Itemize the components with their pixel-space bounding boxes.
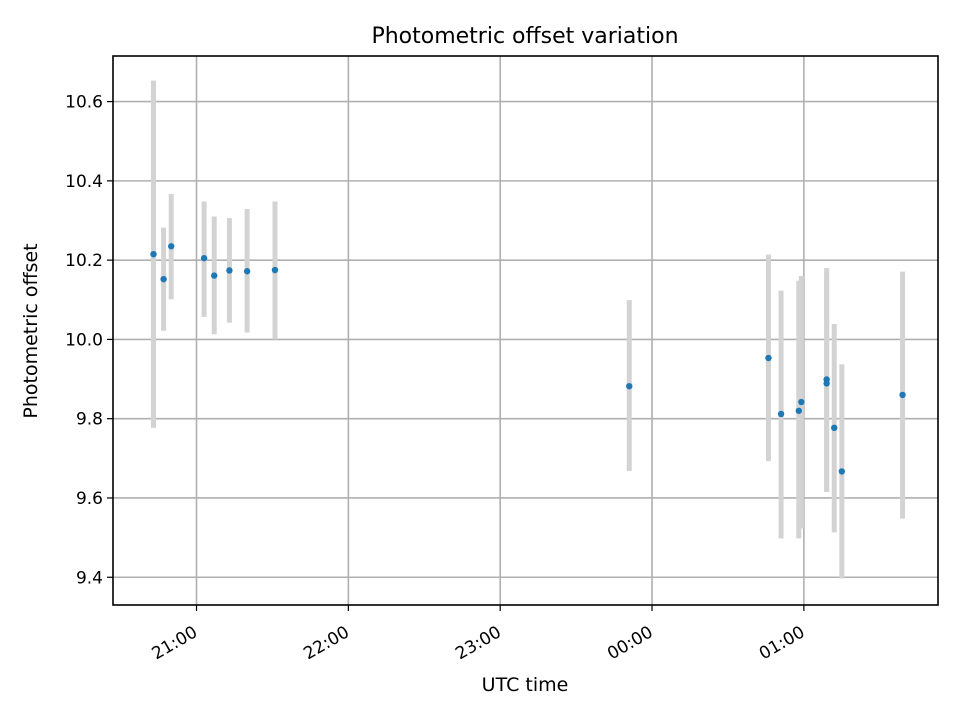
data-point <box>168 243 175 250</box>
data-point <box>226 267 233 274</box>
y-tick-label: 10.0 <box>65 330 103 350</box>
y-tick-label: 9.4 <box>76 568 103 588</box>
x-axis-label: UTC time <box>482 674 569 696</box>
data-points <box>150 243 906 475</box>
y-tick-label: 10.4 <box>65 172 103 192</box>
grid <box>113 56 938 605</box>
data-point <box>243 268 251 275</box>
data-point <box>831 424 838 432</box>
data-point <box>200 254 208 262</box>
data-point <box>765 354 772 362</box>
y-tick-label: 10.2 <box>65 251 103 271</box>
data-point <box>160 275 167 283</box>
data-point <box>271 266 279 274</box>
data-point <box>798 398 805 406</box>
chart-title: Photometric offset variation <box>371 24 678 49</box>
y-tick-label: 9.8 <box>76 410 103 430</box>
plot-frame <box>112 55 939 606</box>
data-point <box>150 250 157 258</box>
data-point <box>899 391 906 399</box>
data-point <box>211 272 218 279</box>
y-axis-label: Photometric offset <box>20 243 42 418</box>
data-point <box>777 410 785 418</box>
data-point <box>838 468 846 475</box>
y-tick-label: 9.6 <box>76 489 103 509</box>
data-point <box>795 407 803 414</box>
y-axis: 9.4 9.6 9.8 10.0 10.2 10.4 10.6 <box>65 93 113 588</box>
y-tick-label: 10.6 <box>65 93 103 113</box>
data-point <box>823 380 830 387</box>
data-point <box>626 382 633 390</box>
